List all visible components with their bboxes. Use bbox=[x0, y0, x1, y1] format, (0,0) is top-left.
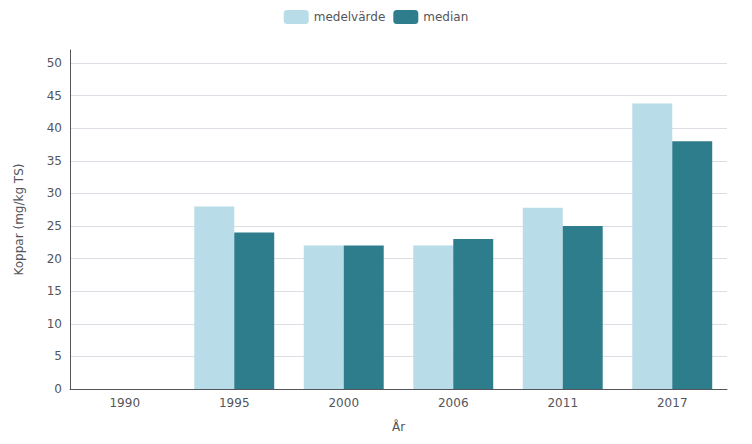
svg-text:median: median bbox=[423, 10, 468, 24]
svg-text:2017: 2017 bbox=[657, 396, 688, 410]
svg-text:5: 5 bbox=[54, 349, 62, 363]
svg-text:1995: 1995 bbox=[219, 396, 250, 410]
svg-text:0: 0 bbox=[54, 382, 62, 396]
svg-text:35: 35 bbox=[47, 154, 62, 168]
svg-text:medelvärde: medelvärde bbox=[314, 10, 386, 24]
svg-text:2011: 2011 bbox=[547, 396, 578, 410]
svg-text:Koppar (mg/kg TS): Koppar (mg/kg TS) bbox=[12, 164, 26, 276]
svg-text:20: 20 bbox=[47, 252, 62, 266]
svg-text:15: 15 bbox=[47, 284, 62, 298]
svg-text:40: 40 bbox=[47, 121, 62, 135]
svg-text:45: 45 bbox=[47, 89, 62, 103]
svg-text:1990: 1990 bbox=[109, 396, 140, 410]
svg-text:År: År bbox=[392, 419, 405, 434]
svg-text:2000: 2000 bbox=[328, 396, 359, 410]
svg-text:10: 10 bbox=[47, 317, 62, 331]
svg-text:50: 50 bbox=[47, 56, 62, 70]
svg-text:30: 30 bbox=[47, 186, 62, 200]
svg-text:2006: 2006 bbox=[438, 396, 469, 410]
svg-text:25: 25 bbox=[47, 219, 62, 233]
